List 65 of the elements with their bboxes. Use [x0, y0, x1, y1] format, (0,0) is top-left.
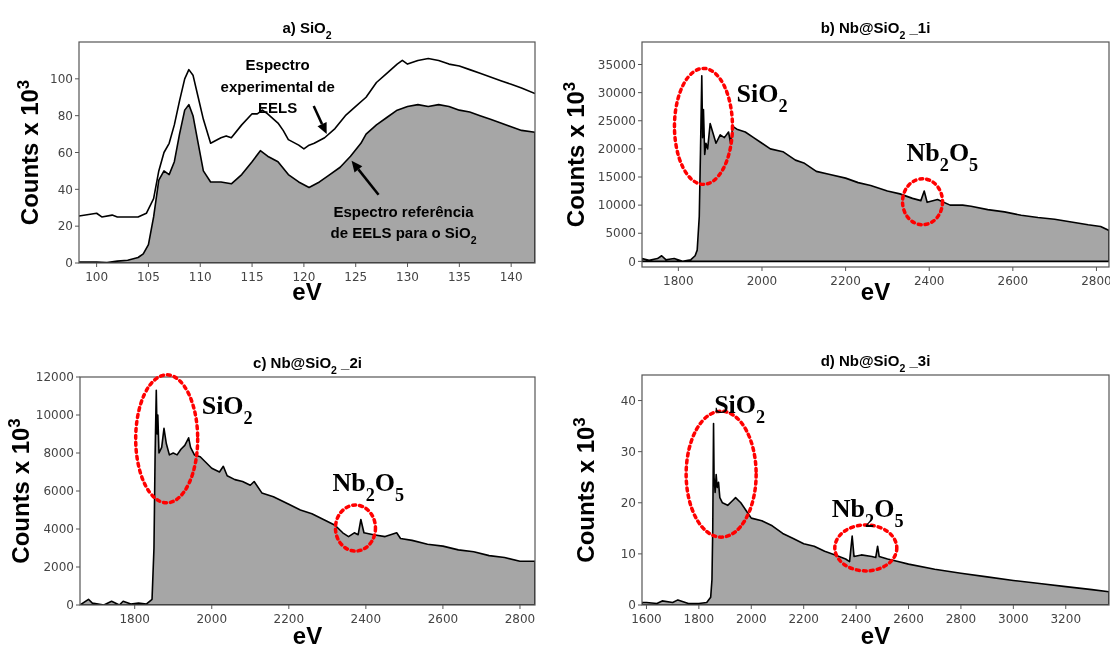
chart-title: c) Nb@SiO$_{2}$ _2i [253, 354, 362, 376]
x-tick-label: 125 [344, 270, 368, 284]
y-tick-label: 30 [620, 444, 636, 459]
y-tick-label: 100 [50, 72, 73, 87]
x-tick-label: 100 [85, 270, 109, 284]
x-tick-label: 105 [136, 270, 160, 284]
chart-title: d) Nb@SiO$_{2}$ _3i [820, 352, 931, 374]
x-tick-label: 110 [188, 270, 212, 284]
x-tick-label: 2000 [196, 612, 228, 626]
x-tick-label: 135 [447, 270, 471, 284]
y-tick-label: 8000 [43, 446, 74, 461]
y-tick-label: 25000 [597, 113, 636, 128]
y-tick-label: 10000 [597, 198, 636, 213]
y-tick-label: 4000 [43, 522, 74, 537]
annotation: SiO$_{2}$ [714, 390, 766, 428]
y-tick-label: 40 [57, 182, 73, 197]
annotation: Espectro experimental de EELS [220, 56, 335, 117]
annotation: SiO$_{2}$ [736, 79, 788, 117]
x-tick-label: 2600 [997, 274, 1029, 288]
y-tick-label: 30000 [597, 85, 636, 100]
y-tick-label: 2000 [43, 560, 74, 575]
x-tick-label: 140 [499, 270, 523, 284]
y-tick-label: 10000 [35, 408, 74, 423]
y-tick-label: 0 [66, 598, 74, 613]
y-tick-label: 20 [620, 495, 636, 510]
x-tick-label: 2800 [1081, 274, 1110, 288]
y-tick-label: 0 [628, 598, 636, 613]
y-tick-label: 20 [57, 219, 73, 234]
x-tick-label: 2600 [427, 612, 459, 626]
annotation: Espectro referência de EELS para o SiO$_{2}$ [330, 202, 477, 247]
x-tick-label: 130 [396, 270, 419, 284]
x-axis-title: eV [860, 278, 891, 305]
x-tick-label: 1800 [683, 612, 715, 626]
chart-title: b) Nb@SiO$_{2}$ _1i [820, 19, 931, 41]
chart-title: a) SiO$_{2}$ [282, 19, 332, 41]
x-tick-label: 2200 [788, 612, 819, 626]
y-tick-label: 10 [620, 547, 636, 562]
x-tick-label: 2200 [830, 274, 861, 288]
y-tick-label: 40 [620, 393, 636, 408]
x-tick-label: 1800 [663, 274, 694, 288]
x-tick-label: 2400 [350, 612, 382, 626]
annotation: Nb$_{2}$O$_{5}$ [906, 137, 979, 175]
x-tick-label: 2600 [893, 612, 924, 626]
x-tick-label: 2800 [504, 612, 536, 626]
x-tick-label: 1600 [631, 612, 662, 626]
y-tick-label: 6000 [43, 484, 74, 499]
y-tick-label: 60 [57, 145, 73, 160]
x-tick-label: 2400 [913, 274, 945, 288]
x-tick-label: 2000 [746, 274, 778, 288]
y-tick-label: 20000 [597, 142, 636, 157]
y-tick-label: 5000 [605, 226, 636, 241]
y-tick-label: 15000 [597, 170, 636, 185]
x-tick-label: 115 [240, 270, 264, 284]
y-tick-label: 80 [57, 108, 73, 123]
x-tick-label: 2000 [736, 612, 767, 626]
y-tick-label: 35000 [597, 57, 636, 72]
annotation: SiO$_{2}$ [201, 390, 253, 428]
y-tick-label: 0 [628, 254, 636, 269]
x-tick-label: 3200 [1050, 612, 1082, 626]
y-tick-label: 0 [65, 256, 73, 271]
x-tick-label: 3000 [998, 612, 1029, 626]
y-tick-label: 12000 [35, 370, 74, 385]
annotation: Nb$_{2}$O$_{5}$ [332, 468, 405, 506]
x-tick-label: 2800 [945, 612, 977, 626]
x-tick-label: 1800 [119, 612, 150, 626]
